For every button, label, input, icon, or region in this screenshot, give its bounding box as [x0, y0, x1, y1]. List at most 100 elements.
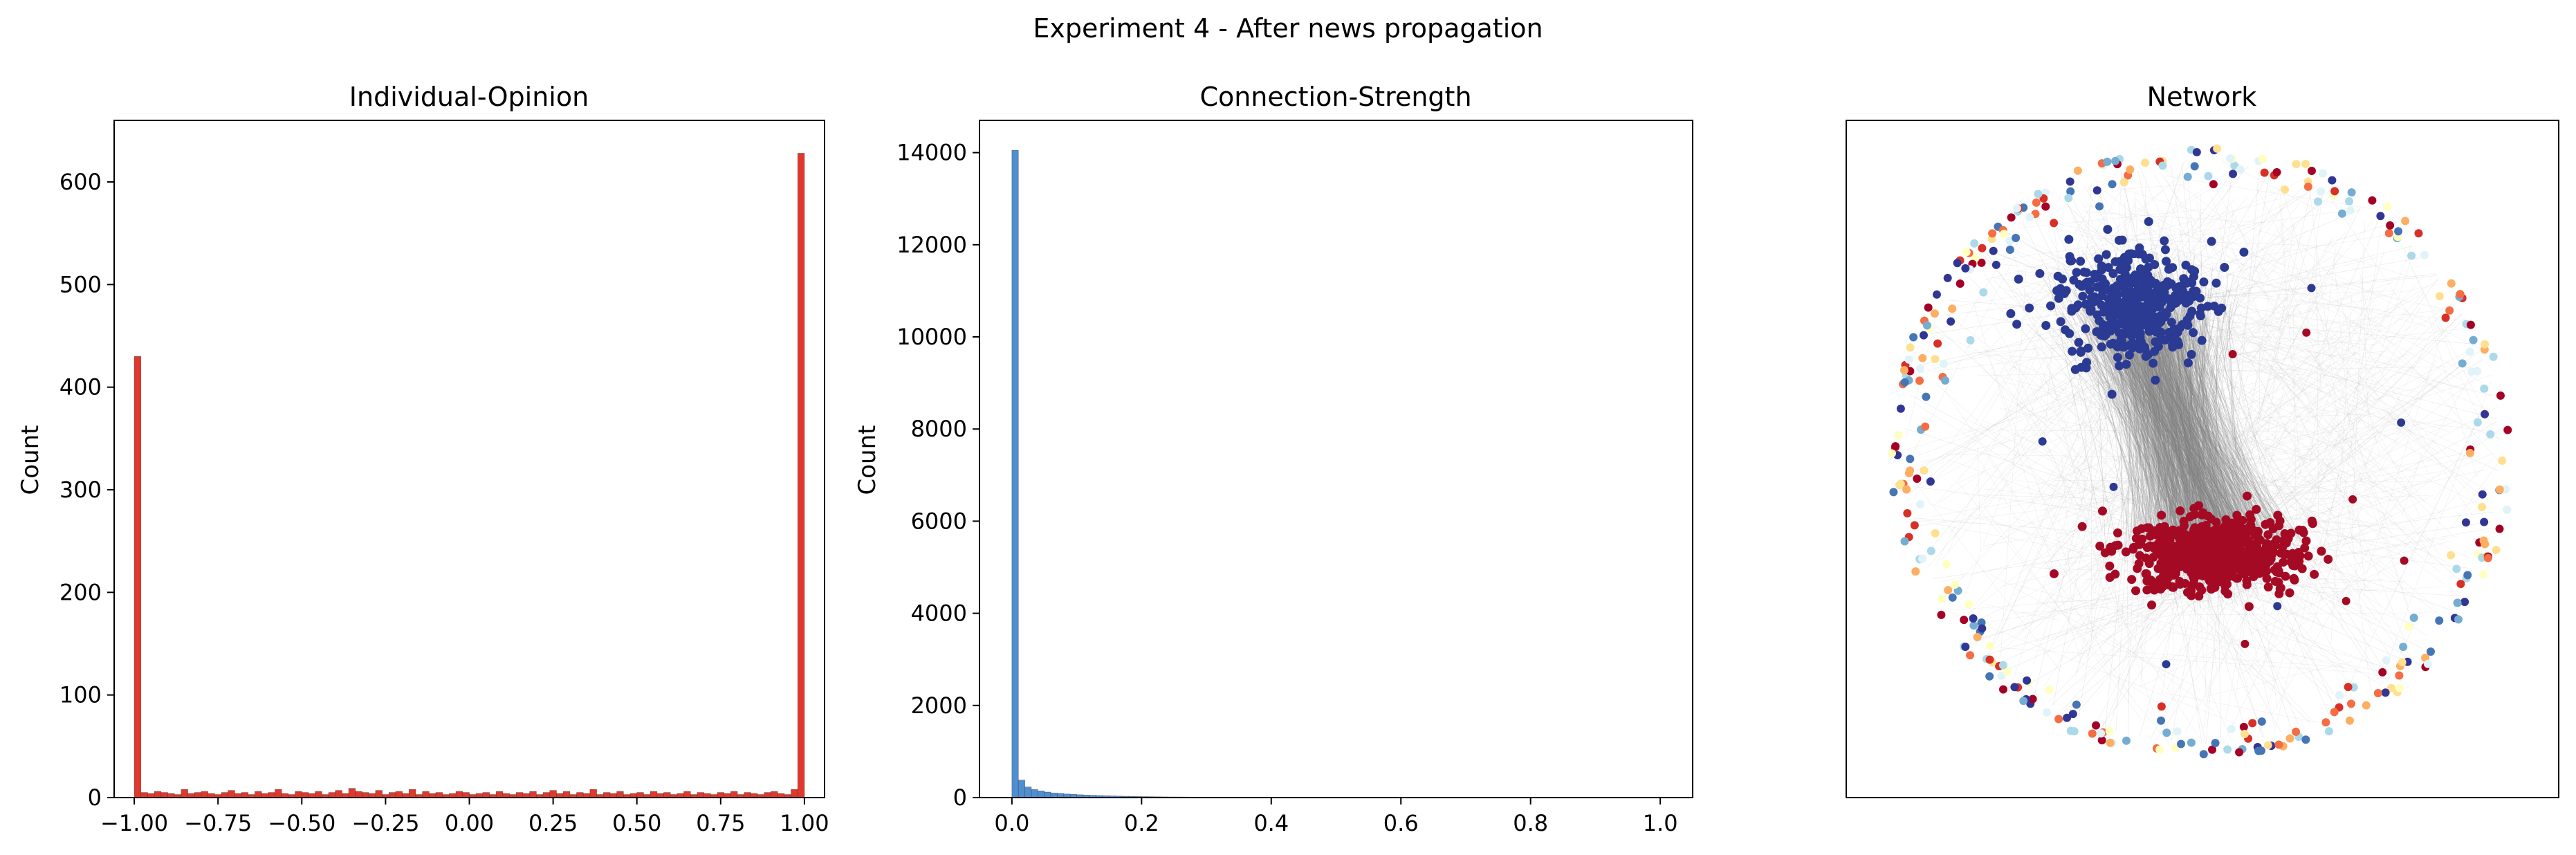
network-node [2003, 667, 2012, 676]
network-node [2250, 559, 2260, 569]
network-edge [2131, 353, 2235, 522]
network-edge [2067, 541, 2072, 599]
network-node [2111, 156, 2120, 165]
opinion-xtick-label: 1.00 [780, 810, 829, 836]
network-edge [1987, 584, 2220, 655]
network-node [2142, 306, 2151, 315]
network-edge [2079, 318, 2255, 542]
network-edge [2075, 347, 2203, 673]
network-node [2298, 526, 2308, 535]
network-node [2496, 391, 2505, 400]
network-node [1896, 404, 1905, 413]
network-node [2145, 531, 2155, 541]
network-node [2072, 268, 2081, 277]
network-node [2463, 571, 2472, 580]
network-edge [2050, 273, 2319, 490]
network-node [2226, 535, 2236, 545]
network-node [2317, 546, 2326, 556]
network-edge [2289, 255, 2383, 279]
network-edge [2083, 329, 2184, 542]
network-node [2141, 158, 2150, 167]
network-node [2169, 299, 2178, 309]
network-edge [2280, 193, 2286, 268]
network-edge [2358, 458, 2493, 594]
network-edge [2075, 340, 2223, 530]
network-node [2294, 548, 2303, 558]
network-edge [2164, 176, 2350, 510]
network-edge [2308, 178, 2371, 688]
network-edge [2130, 300, 2231, 551]
opinion-bar [697, 792, 704, 798]
network-node [2222, 562, 2232, 572]
network-edge [2202, 313, 2463, 545]
network-edge [2158, 342, 2243, 548]
network-edge [2052, 367, 2412, 524]
network-edge [2189, 304, 2229, 553]
network-edge [1977, 447, 1982, 551]
network-edge [2152, 314, 2184, 566]
network-edge [2016, 349, 2040, 398]
network-node [1977, 618, 1986, 627]
network-node [2480, 517, 2489, 526]
network-edge [2093, 338, 2259, 542]
network-edge [2158, 267, 2245, 558]
network-node [2194, 591, 2204, 601]
network-node [2242, 580, 2252, 589]
network-node [2135, 243, 2144, 252]
strength-ytick-label: 8000 [911, 416, 967, 442]
network-edge [2072, 380, 2097, 428]
opinion-xtick-label: 0.50 [612, 810, 661, 836]
network-edge [2402, 453, 2422, 516]
panel-strength: Connection-Strength Count 0.0 0.2 0.4 0.6 0.… [854, 82, 1693, 836]
network-node [2386, 221, 2395, 230]
network-node [2386, 683, 2395, 692]
network-edge [2223, 277, 2439, 567]
network-node [2252, 504, 2261, 514]
opinion-xticks: −1.00 −0.75 −0.50 −0.25 0.00 0.25 0.50 0.75 1.00 [100, 798, 829, 836]
network-edge [2175, 316, 2216, 546]
network-node [2072, 700, 2081, 709]
network-node [2220, 263, 2229, 273]
network-node [2141, 255, 2151, 264]
network-node [2135, 551, 2144, 560]
network-node [2248, 719, 2257, 728]
network-node [2272, 168, 2281, 177]
network-node [1900, 537, 1909, 546]
network-node [2263, 530, 2273, 540]
network-node [2292, 160, 2301, 169]
network-edge [2282, 253, 2342, 363]
network-node [2184, 296, 2194, 306]
strength-axes-frame [979, 120, 1693, 798]
network-edge [2074, 371, 2211, 506]
network-edge [2272, 359, 2460, 447]
network-node [2223, 745, 2232, 754]
network-node [2128, 339, 2137, 349]
network-edge [1927, 307, 2151, 567]
network-edge [2171, 305, 2218, 533]
network-edge [2162, 309, 2380, 384]
strength-bar [1031, 789, 1038, 798]
network-edge [2216, 188, 2325, 564]
network-edge [2169, 315, 2197, 533]
strength-bar [1038, 791, 1045, 798]
network-edge [2088, 344, 2193, 557]
network-edge [2186, 280, 2225, 550]
network-edge [2292, 306, 2298, 586]
opinion-bar [255, 791, 262, 798]
network-edge [2251, 627, 2380, 666]
network-node [1919, 331, 1928, 340]
network-node [1931, 529, 1940, 538]
network-node [2126, 165, 2135, 174]
network-edge [2086, 245, 2270, 600]
network-node [2382, 656, 2391, 665]
opinion-bar [730, 791, 738, 798]
network-edge [1982, 471, 2441, 546]
opinion-bar [241, 792, 249, 798]
opinion-bar [194, 792, 202, 798]
network-node [2153, 342, 2163, 351]
network-node [2337, 209, 2346, 218]
network-edge [2065, 340, 2445, 618]
network-node [2189, 504, 2199, 513]
opinion-bar [154, 791, 162, 798]
network-edge [1987, 457, 2090, 609]
